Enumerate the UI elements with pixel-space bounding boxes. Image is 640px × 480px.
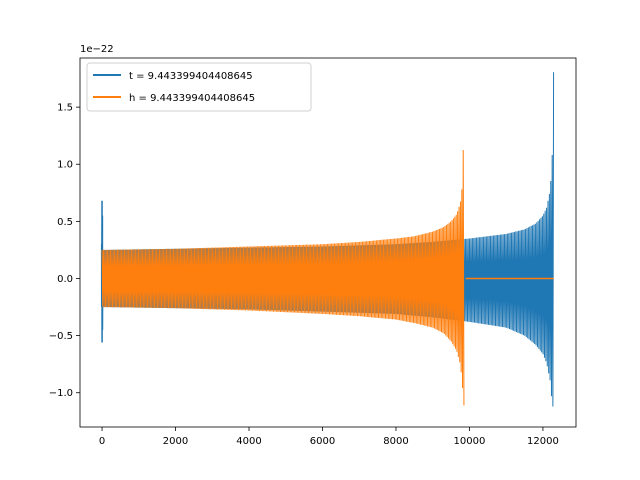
y-tick-label: 1.0 xyxy=(57,160,73,171)
x-tick-label: 2000 xyxy=(163,436,188,447)
y-tick-label: 0.5 xyxy=(57,217,73,228)
y-offset-label: 1e−22 xyxy=(80,44,114,55)
x-tick-label: 12000 xyxy=(527,436,559,447)
x-axis: 0 2000 4000 6000 8000 10000 12000 xyxy=(99,427,559,447)
y-tick-label: 0.0 xyxy=(57,274,73,285)
y-tick-label: 1.5 xyxy=(57,103,73,114)
legend-label-h: h = 9.443399404408645 xyxy=(129,93,255,104)
legend-label-t: t = 9.443399404408645 xyxy=(129,71,253,82)
y-tick-label: −1.0 xyxy=(49,388,73,399)
x-tick-label: 10000 xyxy=(454,436,486,447)
plot-frame xyxy=(79,57,577,428)
x-tick-label: 0 xyxy=(99,436,105,447)
x-tick-label: 6000 xyxy=(310,436,335,447)
series-h-line xyxy=(101,149,465,406)
y-axis: −1.0 −0.5 0.0 0.5 1.0 1.5 xyxy=(49,103,80,399)
legend: t = 9.443399404408645 h = 9.443399404408… xyxy=(86,62,312,112)
x-tick-label: 8000 xyxy=(383,436,408,447)
x-tick-label: 4000 xyxy=(236,436,261,447)
series-h xyxy=(101,149,554,406)
y-tick-label: −0.5 xyxy=(49,331,73,342)
legend-box xyxy=(86,62,312,112)
series-layer xyxy=(100,72,555,407)
